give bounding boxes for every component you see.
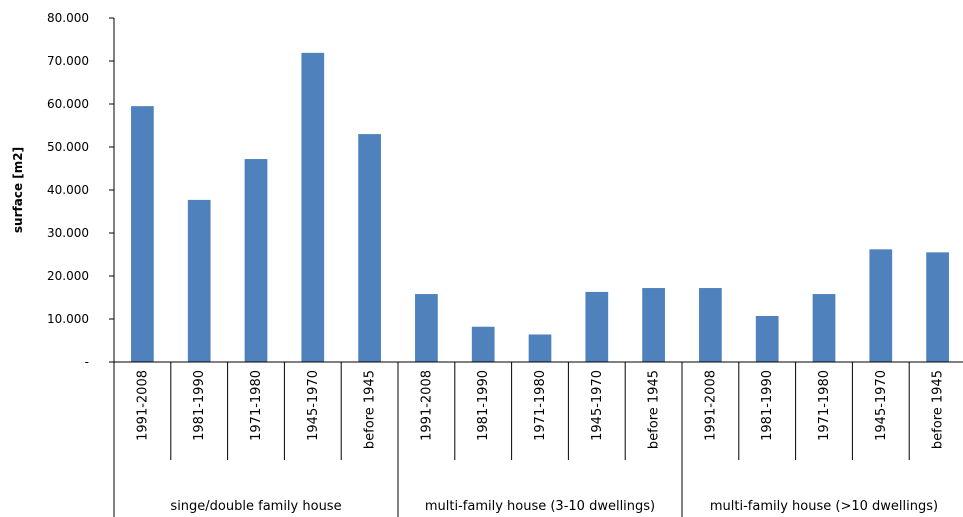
category-label: 1971-1980 <box>817 370 832 441</box>
category-label: 1991-2008 <box>419 370 434 441</box>
bar <box>585 291 609 362</box>
y-tick-label: 70.000 <box>47 54 89 68</box>
bar <box>528 334 552 362</box>
category-label: 1945-1970 <box>590 370 605 441</box>
bar <box>131 106 154 363</box>
y-tick-label: 30.000 <box>47 226 89 240</box>
category-label: 1991-2008 <box>135 370 150 441</box>
y-tick-label: 50.000 <box>47 140 89 154</box>
bar <box>471 326 495 362</box>
y-tick-label: 60.000 <box>47 97 89 111</box>
category-label: 1971-1980 <box>249 370 264 441</box>
y-axis-title-group: surface [m2] <box>11 147 25 233</box>
category-label: 1991-2008 <box>703 370 718 441</box>
axes <box>113 18 963 517</box>
category-label: before 1945 <box>931 370 946 449</box>
group-label: singe/double family house <box>170 499 341 514</box>
bar <box>642 288 665 362</box>
bar <box>869 249 893 362</box>
category-labels: 1991-2008 1981-1990 1971-1980 1945-1970 befo… <box>135 370 945 449</box>
y-tick-label: - <box>85 355 89 369</box>
bar <box>755 315 779 362</box>
group-label: multi-family house (3-10 dwellings) <box>425 499 655 514</box>
category-label: 1981-1990 <box>476 370 491 441</box>
y-ticks: - 10.000 20.000 30.000 40.000 50.000 60.000 70.… <box>47 11 114 369</box>
category-label: 1981-1990 <box>192 370 207 441</box>
category-label: 1945-1970 <box>874 370 889 441</box>
y-tick-label: 20.000 <box>47 269 89 283</box>
bar <box>699 288 722 362</box>
category-label: before 1945 <box>363 370 378 449</box>
bars <box>131 52 949 363</box>
bar <box>358 134 381 362</box>
group-label: multi-family house (>10 dwellings) <box>710 499 938 514</box>
y-tick-label: 80.000 <box>47 11 89 25</box>
bar <box>244 159 268 362</box>
category-label: 1981-1990 <box>760 370 775 441</box>
bar <box>926 252 949 362</box>
bar <box>187 199 211 362</box>
group-labels: singe/double family house multi-family ho… <box>170 499 938 514</box>
bar <box>301 52 325 363</box>
bar <box>812 294 836 362</box>
y-axis-title: surface [m2] <box>11 147 25 233</box>
y-tick-label: 10.000 <box>47 312 89 326</box>
y-tick-label: 40.000 <box>47 183 89 197</box>
bar <box>415 294 438 362</box>
category-label: 1971-1980 <box>533 370 548 441</box>
category-label: before 1945 <box>647 370 662 449</box>
category-label: 1945-1970 <box>306 370 321 441</box>
